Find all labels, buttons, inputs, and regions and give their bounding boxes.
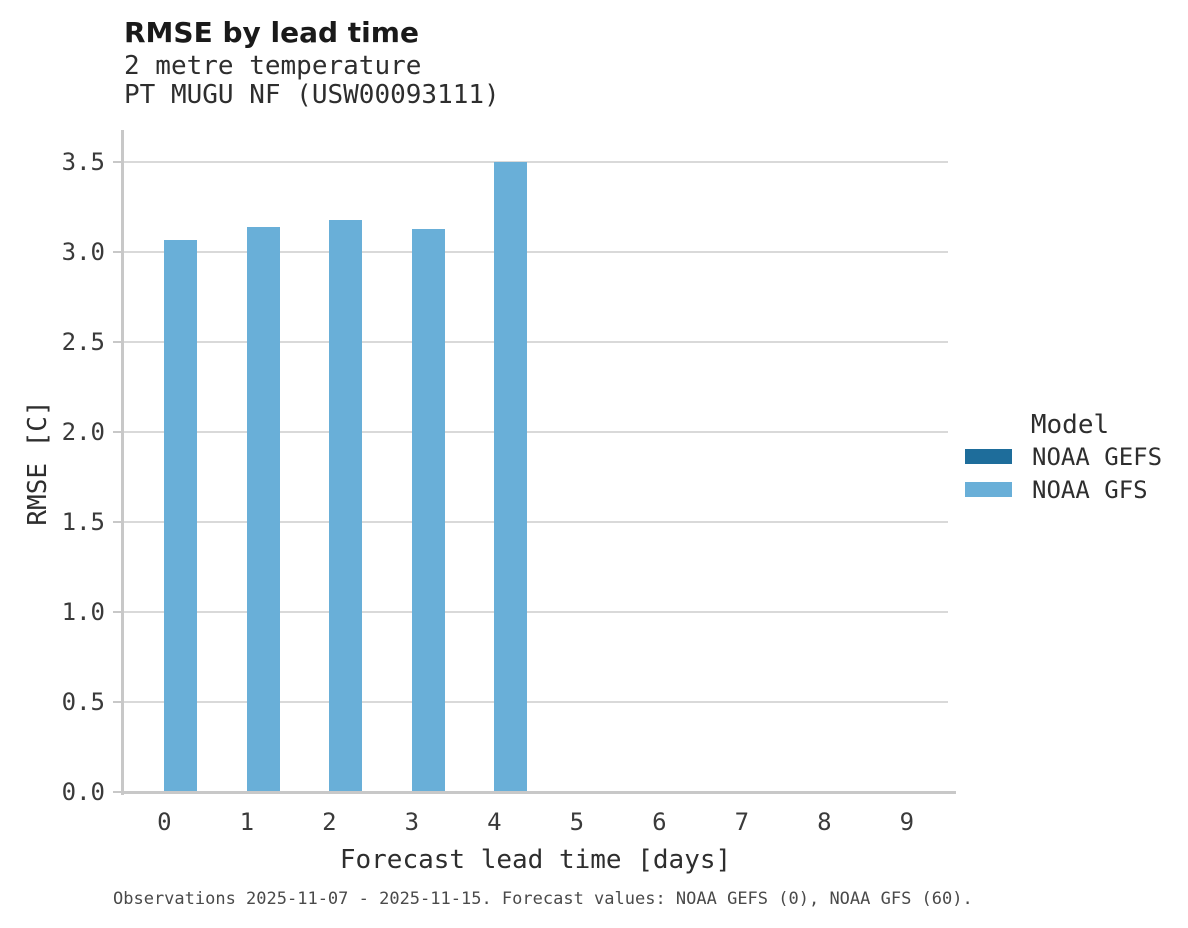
x-tick-label: 6 [652,808,667,836]
gridline [123,521,948,524]
x-tick-label: 4 [487,808,502,836]
legend-item-label: NOAA GEFS [1032,442,1163,471]
y-axis-tick [113,791,121,793]
bar-noaa-gfs-lead-4 [494,162,528,792]
gridline [123,161,948,164]
x-tick-label: 3 [404,808,420,836]
y-axis-tick [113,251,121,254]
gridline [123,611,948,614]
x-tick-label: 0 [157,808,172,836]
y-axis-tick [113,341,121,344]
y-axis-tick [113,161,121,164]
legend-item-label: NOAA GFS [1032,475,1148,504]
chart-caption: Observations 2025-11-07 - 2025-11-15. Fo… [113,889,973,909]
gridline [123,701,948,704]
y-tick-label: 3.0 [61,238,105,267]
legend-swatch-icon [965,449,1012,464]
x-tick-label: 2 [322,808,337,836]
y-axis-tick [113,611,121,614]
x-tick-label: 9 [899,808,915,836]
legend: Model NOAA GEFS NOAA GFS [965,410,1175,506]
chart-title: RMSE by lead time [124,16,419,49]
x-tick-label: 1 [239,808,255,836]
bar-noaa-gfs-lead-1 [246,227,280,792]
bar-noaa-gfs-lead-3 [411,228,445,792]
y-tick-label: 2.5 [61,328,105,357]
legend-title: Model [1030,410,1110,440]
x-axis-line [123,791,956,794]
chart-subtitle-station: PT MUGU NF (USW00093111) [124,80,500,110]
y-axis-tick [113,431,121,434]
gridline [123,341,948,344]
x-tick-label: 5 [569,808,585,836]
x-tick-label: 8 [817,808,832,836]
chart-subtitle-variable: 2 metre temperature [124,51,422,81]
gridline [123,251,948,254]
gridline [123,431,948,434]
x-axis-title: Forecast lead time [days] [339,845,732,875]
y-tick-label: 2.0 [61,418,105,447]
y-tick-label: 0.0 [61,778,105,806]
legend-item-noaa-gefs: NOAA GEFS [965,440,1175,473]
legend-swatch-icon [965,482,1012,497]
y-axis-line [121,130,124,795]
y-tick-label: 0.5 [61,688,105,717]
y-axis-tick [113,701,121,704]
legend-item-noaa-gfs: NOAA GFS [965,473,1175,506]
y-tick-label: 1.0 [61,598,105,627]
bar-noaa-gfs-lead-2 [329,219,363,792]
plot-area [113,130,956,795]
y-tick-label: 1.5 [61,508,105,537]
y-axis-tick [113,521,121,524]
bar-noaa-gfs-lead-0 [164,239,198,792]
y-tick-label: 3.5 [61,148,105,177]
x-tick-label: 7 [734,808,750,836]
